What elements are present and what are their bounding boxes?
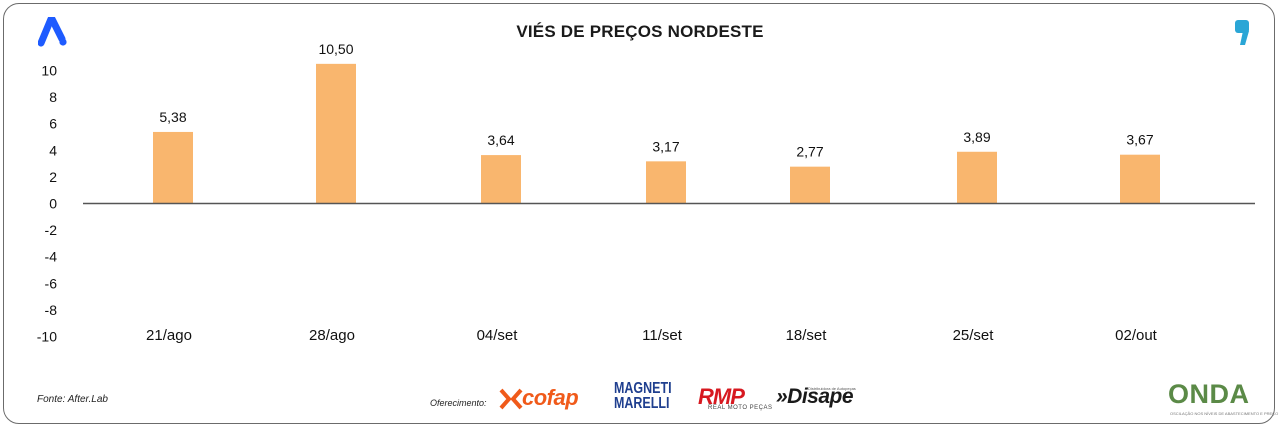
y-tick-label: -10 <box>37 329 57 345</box>
bar <box>957 151 997 204</box>
data-label: 10,50 <box>318 41 353 57</box>
bar <box>153 131 193 204</box>
bar <box>316 63 356 204</box>
bar <box>646 161 686 204</box>
comma-icon <box>1235 20 1249 45</box>
logo-magneti-marelli: MAGNETI MARELLI <box>614 380 672 412</box>
logo-rmp-subtitle: REAL MOTO PEÇAS <box>708 405 773 411</box>
y-tick-label: -2 <box>45 222 58 238</box>
x-tick-label: 25/set <box>953 327 995 344</box>
logo-disape-subtitle: Distribuidora de Autopeças <box>808 386 856 391</box>
data-label: 3,17 <box>652 138 679 154</box>
x-tick-label: 21/ago <box>146 327 192 344</box>
logo-disape: »Disape <box>776 385 854 408</box>
bar <box>790 166 830 204</box>
logo-onda: ONDA <box>1168 379 1250 409</box>
x-tick-label: 11/set <box>642 327 683 344</box>
bar <box>1120 154 1160 204</box>
y-tick-label: -8 <box>45 302 58 318</box>
x-tick-label: 04/set <box>477 327 519 344</box>
logo-rmp: RMP <box>698 384 745 409</box>
data-label: 3,64 <box>487 132 514 148</box>
chart-title: VIÉS DE PREÇOS NORDESTE <box>516 22 764 41</box>
source-note: Fonte: After.Lab <box>37 394 108 405</box>
x-tick-label: 28/ago <box>309 327 355 344</box>
sponsor-label: Oferecimento: <box>430 398 487 408</box>
y-tick-label: -4 <box>45 249 58 265</box>
y-tick-label: -6 <box>45 275 58 291</box>
data-label: 3,67 <box>1126 132 1153 148</box>
y-tick-label: 10 <box>41 63 57 79</box>
logo-onda-subtitle: OSCILAÇÃO NOS NÍVEIS DE ABASTECIMENTO E … <box>1170 411 1279 416</box>
cofap-mark-icon <box>499 388 523 410</box>
x-tick-label: 18/set <box>786 327 828 344</box>
x-tick-label: 02/out <box>1115 327 1158 344</box>
data-label: 2,77 <box>796 144 823 160</box>
data-label: 3,89 <box>963 129 990 145</box>
brand-a-icon <box>38 17 67 47</box>
y-tick-label: 8 <box>49 89 57 105</box>
y-tick-label: 2 <box>49 169 57 185</box>
data-label: 5,38 <box>159 109 186 125</box>
y-tick-label: 4 <box>49 142 57 158</box>
chart-card <box>3 3 1275 424</box>
bar <box>481 155 521 204</box>
y-tick-label: 0 <box>49 196 57 212</box>
y-tick-label: 6 <box>49 116 57 132</box>
logo-cofap: cofap <box>522 385 579 410</box>
